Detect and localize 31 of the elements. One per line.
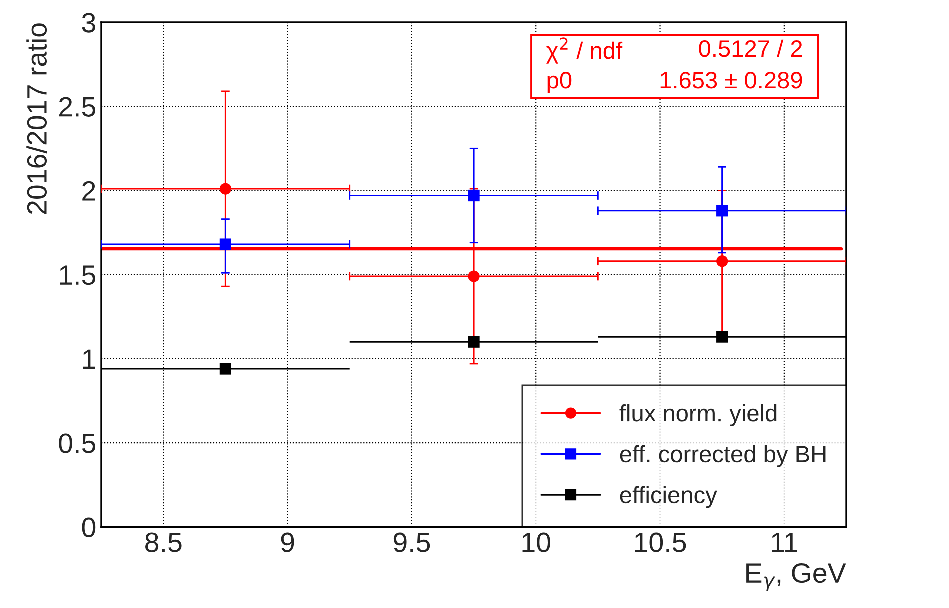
y-tick-label: 0 bbox=[82, 518, 96, 538]
x-tick-label: 8.5 bbox=[146, 532, 182, 552]
legend-label: efficiency bbox=[620, 486, 718, 508]
annotation: 1.653 ± 0.289 bbox=[660, 72, 802, 89]
y-tick-label: 1.5 bbox=[60, 266, 96, 286]
annotation: 0.5127 / 2 bbox=[699, 40, 802, 58]
legend-label: flux norm. yield bbox=[620, 404, 777, 426]
point bbox=[468, 190, 480, 202]
x-tick-label: 10 bbox=[522, 532, 550, 552]
y-tick-label: 3 bbox=[82, 13, 96, 33]
x-axis-title: E$_{γ}$, GeV bbox=[746, 563, 846, 592]
x-tick-label: 10.5 bbox=[635, 532, 686, 552]
point bbox=[220, 183, 232, 195]
y-tick-label: 2 bbox=[82, 181, 96, 201]
y-tick-label: 1 bbox=[83, 350, 96, 369]
y-axis-title: 2016/2017 ratio bbox=[26, 24, 48, 214]
point bbox=[716, 331, 728, 343]
x-tick-label: 9.5 bbox=[394, 532, 430, 552]
x-tick-label: 11 bbox=[772, 533, 798, 552]
point bbox=[220, 363, 232, 375]
point bbox=[716, 205, 728, 217]
annotation: p0 bbox=[548, 72, 572, 94]
point bbox=[716, 256, 728, 268]
y-tick-label: 2.5 bbox=[59, 97, 96, 117]
point bbox=[468, 336, 480, 348]
point bbox=[220, 238, 232, 250]
legend-label: eff. corrected by BH bbox=[620, 445, 826, 468]
point bbox=[468, 270, 480, 282]
annotation: χ$^{2}$ / ndf bbox=[546, 38, 623, 64]
x-tick-label: 9 bbox=[281, 532, 294, 552]
y-tick-label: 0.5 bbox=[59, 434, 96, 454]
